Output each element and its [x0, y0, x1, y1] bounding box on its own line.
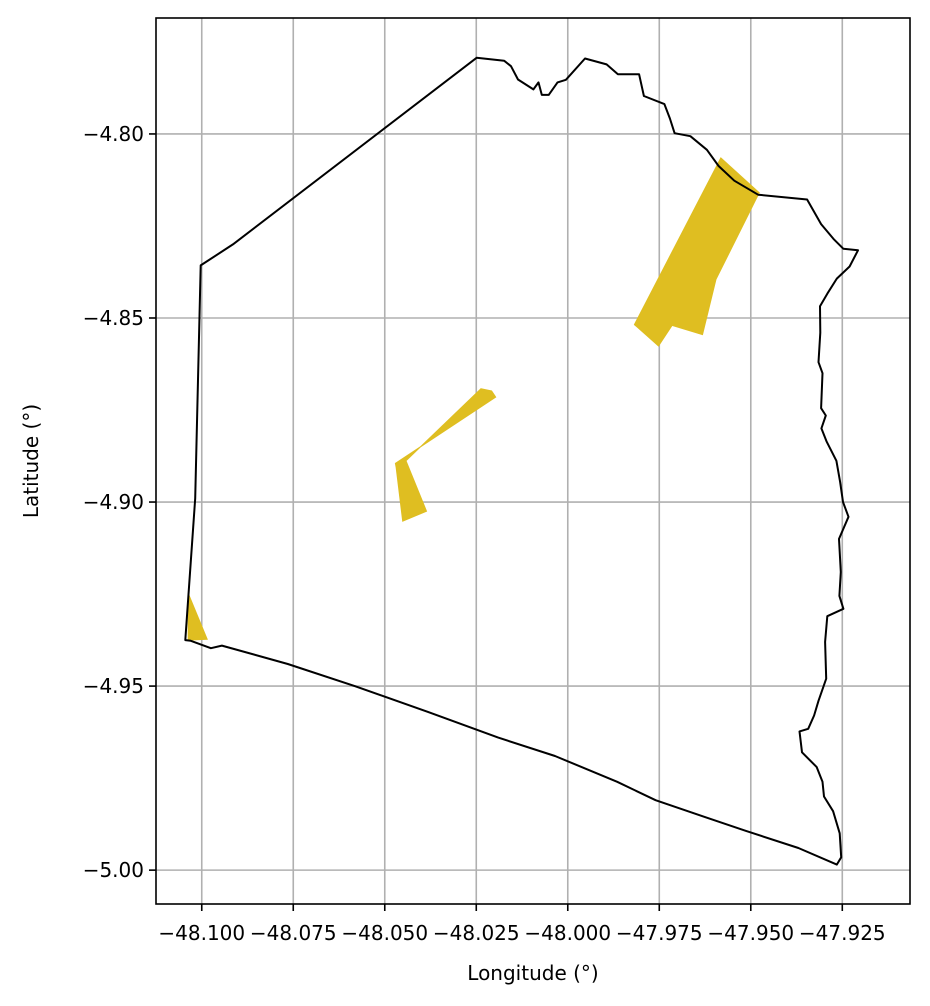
x-tick-label: −47.925: [799, 921, 886, 945]
plot-frame: [155, 17, 911, 905]
y-tick-label: −4.95: [83, 674, 144, 698]
y-tick-label: −5.00: [83, 858, 144, 882]
plot-layer: [184, 56, 859, 866]
y-axis-label: Latitude (°): [19, 404, 43, 518]
tick-layer: −48.100 −48.075 −48.050 −48.025 −48.000 −47.9…: [83, 122, 886, 945]
x-tick-label: −48.075: [250, 921, 337, 945]
y-tick-label: −4.85: [83, 306, 144, 330]
boundary-outline: [184, 56, 859, 866]
feature-polygon: [633, 157, 760, 347]
x-tick-label: −48.050: [341, 921, 428, 945]
y-tick-label: −4.90: [83, 490, 144, 514]
x-tick-label: −48.100: [158, 921, 245, 945]
grid-layer: [156, 18, 910, 904]
x-tick-label: −48.025: [433, 921, 520, 945]
x-tick-label: −48.000: [524, 921, 611, 945]
feature-polygon: [394, 388, 497, 522]
x-tick-label: −47.950: [707, 921, 794, 945]
feature-polygon: [187, 593, 208, 641]
x-axis-label: Longitude (°): [467, 961, 598, 985]
x-tick-label: −47.975: [616, 921, 703, 945]
y-tick-label: −4.80: [83, 122, 144, 146]
